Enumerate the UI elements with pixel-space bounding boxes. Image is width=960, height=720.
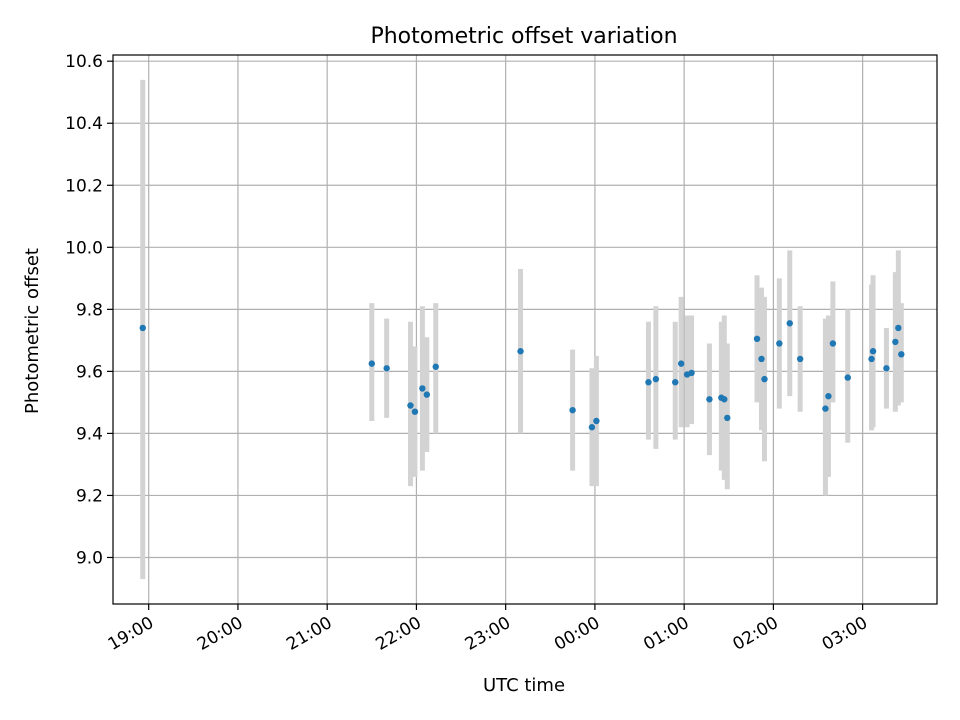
data-points xyxy=(139,320,905,431)
data-point xyxy=(786,320,793,327)
data-point xyxy=(898,351,905,358)
data-point xyxy=(724,414,731,422)
data-point xyxy=(776,340,783,347)
data-point xyxy=(423,391,431,398)
data-point xyxy=(383,365,390,372)
data-point xyxy=(517,348,524,355)
data-point xyxy=(688,369,695,377)
data-point xyxy=(593,417,600,425)
data-point xyxy=(868,355,875,363)
x-tick-label: 21:00 xyxy=(283,613,335,655)
grid xyxy=(113,55,937,604)
y-tick-label: 9.8 xyxy=(76,300,103,320)
data-point xyxy=(645,379,652,386)
data-point xyxy=(895,324,902,332)
y-axis-label: Photometric offset xyxy=(22,248,43,414)
data-point xyxy=(796,355,804,363)
data-point xyxy=(883,365,890,372)
data-point xyxy=(758,355,765,363)
x-tick-label: 00:00 xyxy=(551,613,603,655)
x-tick-label: 23:00 xyxy=(462,613,514,655)
x-tick-label: 02:00 xyxy=(729,613,781,655)
data-point xyxy=(411,408,419,415)
data-point xyxy=(432,363,439,370)
x-tick-label: 22:00 xyxy=(372,613,424,655)
error-bars xyxy=(140,79,904,580)
x-axis-label: UTC time xyxy=(483,675,565,696)
y-tick-label: 9.6 xyxy=(76,362,103,382)
data-point xyxy=(706,396,713,403)
y-tick-label: 9.4 xyxy=(76,424,103,444)
data-point xyxy=(569,406,576,414)
data-point xyxy=(672,379,679,386)
data-point xyxy=(829,340,837,347)
data-point xyxy=(892,338,899,346)
data-point xyxy=(844,374,851,381)
y-axis: 9.0 9.2 9.4 9.6 9.8 10.0 10.2 10.4 10.6 xyxy=(65,52,113,568)
x-tick-label: 03:00 xyxy=(819,613,871,655)
y-tick-label: 10.4 xyxy=(65,114,103,134)
y-tick-label: 9.2 xyxy=(76,486,103,506)
data-point xyxy=(588,424,596,431)
data-point xyxy=(761,375,768,383)
y-tick-label: 10.6 xyxy=(65,52,103,72)
data-point xyxy=(652,375,660,383)
data-point xyxy=(753,335,761,343)
chart-title: Photometric offset variation xyxy=(370,24,677,49)
x-tick-label: 20:00 xyxy=(194,613,246,655)
data-point xyxy=(869,348,877,355)
x-tick-label: 01:00 xyxy=(640,613,692,655)
y-tick-label: 9.0 xyxy=(76,548,103,568)
data-point xyxy=(825,392,832,400)
data-point xyxy=(139,324,146,332)
x-tick-label: 19:00 xyxy=(105,613,157,655)
data-point xyxy=(721,396,728,403)
data-point xyxy=(407,402,414,409)
data-point xyxy=(419,385,426,392)
data-point xyxy=(677,360,685,367)
y-tick-label: 10.0 xyxy=(65,238,103,258)
y-tick-label: 10.2 xyxy=(65,176,103,196)
data-point xyxy=(368,360,376,367)
x-axis: 19:00 20:00 21:00 22:00 23:00 00:00 01:00 02:00… xyxy=(105,604,871,655)
data-point xyxy=(822,405,829,412)
plot-frame xyxy=(112,54,938,605)
